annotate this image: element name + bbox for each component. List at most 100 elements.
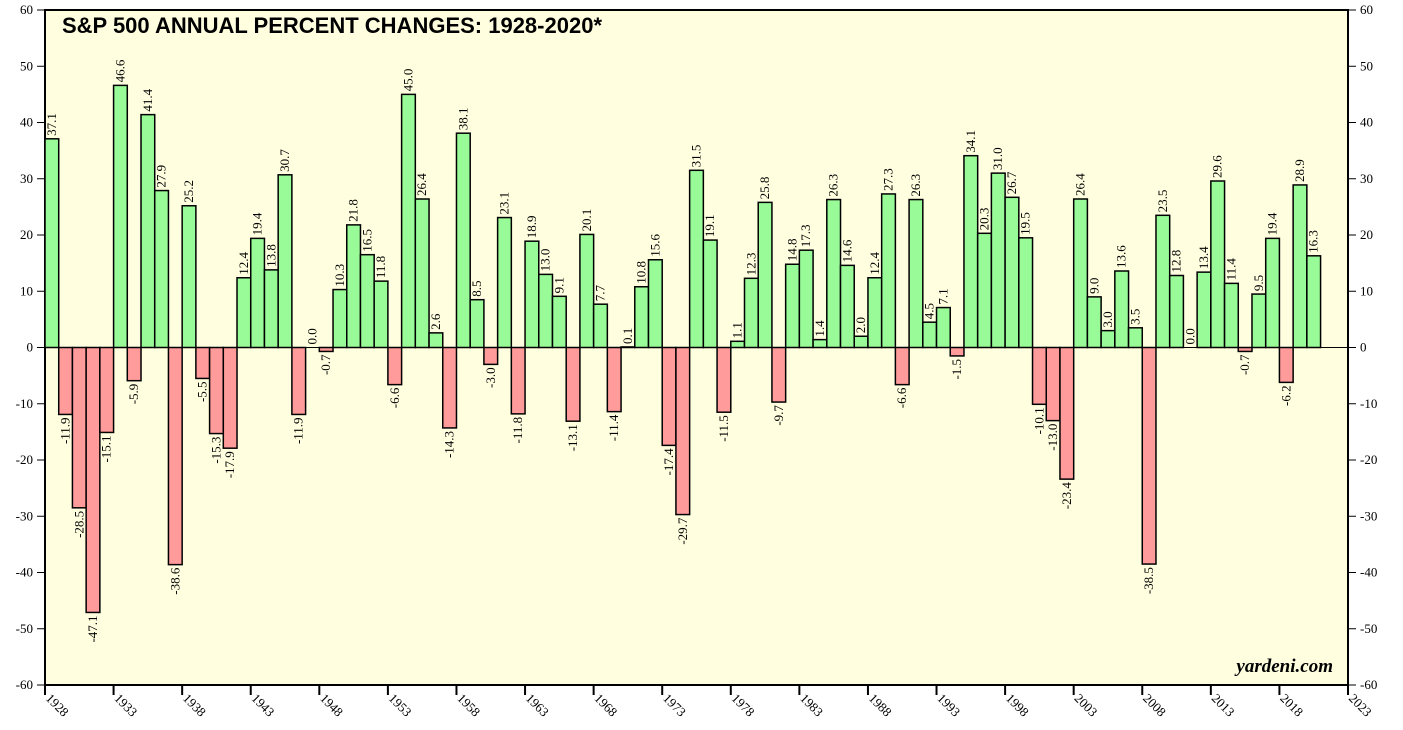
y-tick-label: 40 [20,115,33,130]
value-label: -38.6 [167,567,182,595]
bar [661,346,677,447]
bar [195,346,211,380]
value-label: -0.7 [1237,354,1252,375]
bar [510,346,526,415]
value-label: 16.3 [1306,230,1321,253]
bar [880,193,897,349]
value-label: 3.0 [1100,311,1115,327]
bar [867,277,883,349]
bar [1264,237,1281,349]
bar [483,346,499,366]
value-label: 9.1 [551,277,566,293]
bar [853,335,869,349]
source-note: yardeni.com [1234,656,1333,677]
y2-tick-label: -30 [1360,508,1377,523]
value-label: 4.5 [922,303,937,319]
x-tick-label: 1958 [454,691,483,720]
y2-tick-label: 20 [1360,227,1373,242]
value-label: 13.6 [1114,245,1129,268]
value-label: -13.1 [565,424,580,451]
value-label: 10.8 [634,261,649,284]
bar [1155,214,1171,349]
bar [332,288,348,349]
bar [85,346,101,614]
bar [181,205,197,349]
y-tick-label: 50 [20,58,33,73]
bar [167,346,183,566]
y-tick-label: -60 [16,677,33,692]
bar [1045,346,1061,422]
value-label: -9.7 [771,405,786,426]
bar [469,298,485,349]
bar [757,201,773,349]
bar [702,239,718,349]
bar [126,346,142,382]
y-tick-label: 10 [20,283,33,298]
bar [387,346,403,386]
bar [112,84,129,349]
value-label: 11.8 [373,256,388,278]
value-label: 14.6 [839,239,854,262]
bar [1196,271,1212,349]
bar [153,189,170,349]
y-tick-label: 0 [27,340,34,355]
y-tick-label: -10 [16,396,33,411]
x-tick-label: 1948 [317,691,346,720]
value-label: -0.7 [318,354,333,375]
y2-tick-label: 40 [1360,115,1373,130]
value-label: 26.3 [826,174,841,197]
bar [1223,282,1240,349]
bar [373,280,389,349]
value-label: 10.3 [332,264,347,287]
value-label: -15.1 [99,435,114,462]
value-label: -28.5 [71,511,86,538]
x-tick-label: 1998 [1003,691,1032,720]
bar [647,259,663,349]
value-label: 16.5 [359,229,374,252]
bar [1141,346,1157,565]
value-label: 28.9 [1292,159,1307,182]
bar [784,263,801,349]
bar [1100,329,1116,349]
bar [1278,346,1294,384]
bar [44,138,60,349]
value-label: 15.6 [647,234,662,257]
value-label: -11.9 [58,417,73,444]
value-label: 25.2 [181,180,196,203]
value-label: 12.3 [743,253,758,276]
value-label: 2.0 [853,317,868,333]
value-label: 18.9 [524,215,539,238]
value-label: 12.4 [236,251,251,274]
y-tick-label: 30 [20,171,33,186]
value-label: 8.5 [469,280,484,296]
bar [894,346,910,386]
value-label: 20.1 [579,209,594,232]
value-label: 26.3 [908,174,923,197]
value-label: -11.5 [716,415,731,442]
bar [976,232,993,349]
bar [71,346,87,509]
value-label: 41.4 [140,88,155,111]
bar [1306,255,1322,349]
bar [428,332,444,349]
value-label: -5.9 [126,384,141,405]
value-label: 34.1 [963,130,978,153]
bar [99,346,115,434]
x-tick-label: 1938 [180,691,209,720]
value-label: 12.8 [1169,250,1184,273]
bar [1127,327,1144,349]
value-label: 19.1 [702,214,717,237]
y-tick-label: 60 [20,2,33,17]
bar [949,346,965,357]
y2-tick-label: 0 [1360,340,1367,355]
value-label: -3.0 [483,367,498,388]
value-label: 7.1 [935,288,950,304]
bar [1072,198,1089,349]
bar [496,216,513,349]
value-label: -14.3 [442,431,457,458]
y2-tick-label: 30 [1360,171,1373,186]
bar [318,346,334,353]
value-label: -6.2 [1278,385,1293,406]
